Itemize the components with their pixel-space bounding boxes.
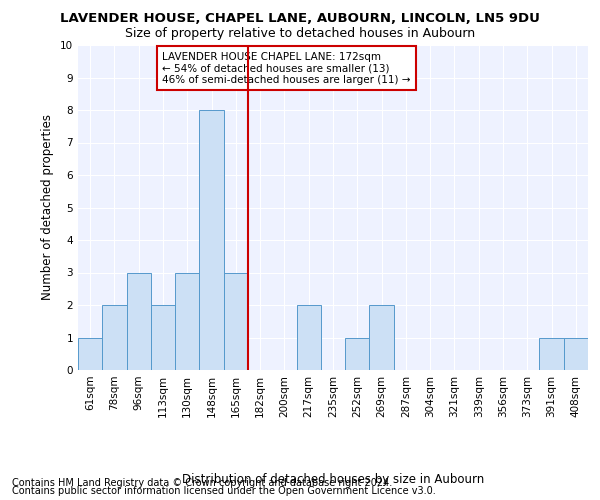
- Text: LAVENDER HOUSE, CHAPEL LANE, AUBOURN, LINCOLN, LN5 9DU: LAVENDER HOUSE, CHAPEL LANE, AUBOURN, LI…: [60, 12, 540, 26]
- X-axis label: Distribution of detached houses by size in Aubourn: Distribution of detached houses by size …: [182, 472, 484, 486]
- Text: Contains HM Land Registry data © Crown copyright and database right 2024.: Contains HM Land Registry data © Crown c…: [12, 478, 392, 488]
- Bar: [370, 305, 394, 370]
- Bar: [127, 272, 151, 370]
- Bar: [199, 110, 224, 370]
- Text: Contains public sector information licensed under the Open Government Licence v3: Contains public sector information licen…: [12, 486, 436, 496]
- Bar: [345, 338, 370, 370]
- Bar: [539, 338, 564, 370]
- Bar: [224, 272, 248, 370]
- Bar: [151, 305, 175, 370]
- Bar: [78, 338, 102, 370]
- Text: LAVENDER HOUSE CHAPEL LANE: 172sqm
← 54% of detached houses are smaller (13)
46%: LAVENDER HOUSE CHAPEL LANE: 172sqm ← 54%…: [162, 52, 410, 84]
- Bar: [175, 272, 199, 370]
- Bar: [296, 305, 321, 370]
- Bar: [102, 305, 127, 370]
- Text: Size of property relative to detached houses in Aubourn: Size of property relative to detached ho…: [125, 28, 475, 40]
- Y-axis label: Number of detached properties: Number of detached properties: [41, 114, 55, 300]
- Bar: [564, 338, 588, 370]
